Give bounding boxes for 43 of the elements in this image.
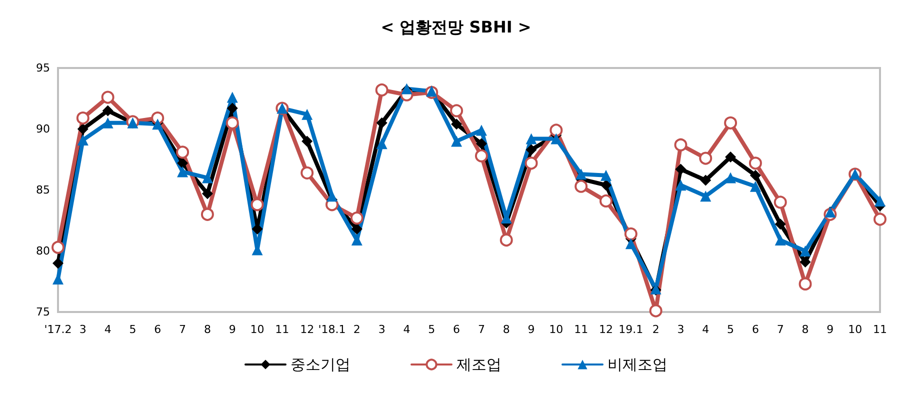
x-tick-label: 2	[652, 323, 660, 336]
x-tick-label: 10	[250, 323, 264, 336]
x-tick-label: 5	[129, 323, 136, 336]
x-tick-label: 5	[727, 323, 734, 336]
x-tick-label: 4	[403, 323, 410, 336]
x-tick-label: 11	[873, 323, 887, 336]
x-tick-label: 2	[353, 323, 360, 336]
x-tick-label: 9	[528, 323, 535, 336]
x-tick-label: 6	[154, 323, 162, 336]
x-tick-label: 12	[300, 323, 314, 336]
x-tick-label: 6	[453, 323, 460, 336]
legend-label: 제조업	[456, 356, 502, 374]
x-tick-label: 8	[502, 323, 510, 336]
x-tick-label: 12	[599, 323, 613, 336]
x-tick-label: 4	[104, 323, 112, 336]
y-tick-label: 80	[36, 244, 50, 258]
x-tick-label: 11	[275, 323, 290, 336]
legend-label: 비제조업	[608, 356, 668, 374]
chart-title: < 업황전망 SBHI >	[380, 18, 532, 36]
x-tick-label: 7	[179, 323, 186, 336]
legend-label: 중소기업	[290, 356, 350, 374]
x-tick-label: 11	[574, 323, 588, 336]
x-tick-label: 3	[677, 323, 684, 336]
x-tick-label: '17.2	[44, 323, 72, 336]
y-tick-label: 90	[36, 122, 50, 136]
x-tick-label: 6	[752, 323, 759, 336]
x-tick-label: 9	[826, 323, 834, 336]
x-tick-label: 9	[228, 323, 236, 336]
x-tick-label: 10	[549, 323, 564, 336]
x-tick-label: 8	[802, 323, 809, 336]
x-tick-label: 10	[848, 323, 862, 336]
x-tick-label: 3	[378, 323, 386, 336]
x-tick-label: 7	[776, 323, 784, 336]
x-tick-label: 5	[428, 323, 436, 336]
x-tick-label: 8	[204, 323, 211, 336]
y-tick-label: 95	[36, 62, 50, 74]
y-tick-label: 85	[36, 184, 50, 196]
x-tick-label: 3	[79, 323, 86, 336]
x-tick-label: '18.1	[318, 323, 346, 336]
x-tick-label: 19.1	[618, 323, 644, 336]
x-tick-label: 4	[702, 323, 710, 336]
y-tick-label: 75	[36, 306, 50, 318]
x-tick-label: 7	[478, 323, 485, 336]
